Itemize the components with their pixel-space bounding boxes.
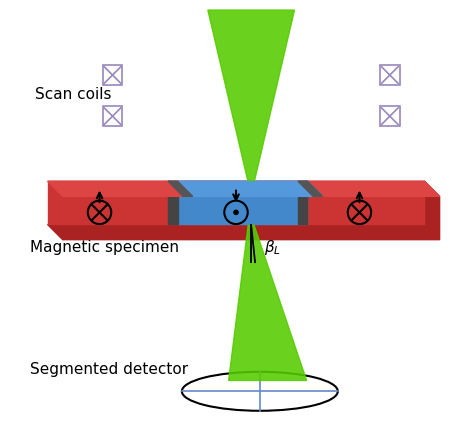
Polygon shape <box>48 225 440 240</box>
Text: Magnetic specimen: Magnetic specimen <box>30 240 179 255</box>
Polygon shape <box>298 181 323 196</box>
Polygon shape <box>425 181 440 240</box>
Text: Scan coils: Scan coils <box>34 87 111 102</box>
Circle shape <box>234 210 238 215</box>
Polygon shape <box>48 181 425 225</box>
Polygon shape <box>178 181 308 225</box>
Polygon shape <box>178 181 323 196</box>
Polygon shape <box>168 181 178 225</box>
Bar <box>103 65 122 85</box>
Text: Segmented detector: Segmented detector <box>30 362 188 377</box>
Bar <box>380 65 399 85</box>
Polygon shape <box>298 181 308 225</box>
Polygon shape <box>168 181 193 196</box>
Polygon shape <box>208 10 295 181</box>
Bar <box>103 106 122 126</box>
Polygon shape <box>48 181 440 196</box>
Text: $\beta_{L}$: $\beta_{L}$ <box>264 238 281 257</box>
Polygon shape <box>229 225 307 381</box>
Bar <box>380 106 399 126</box>
